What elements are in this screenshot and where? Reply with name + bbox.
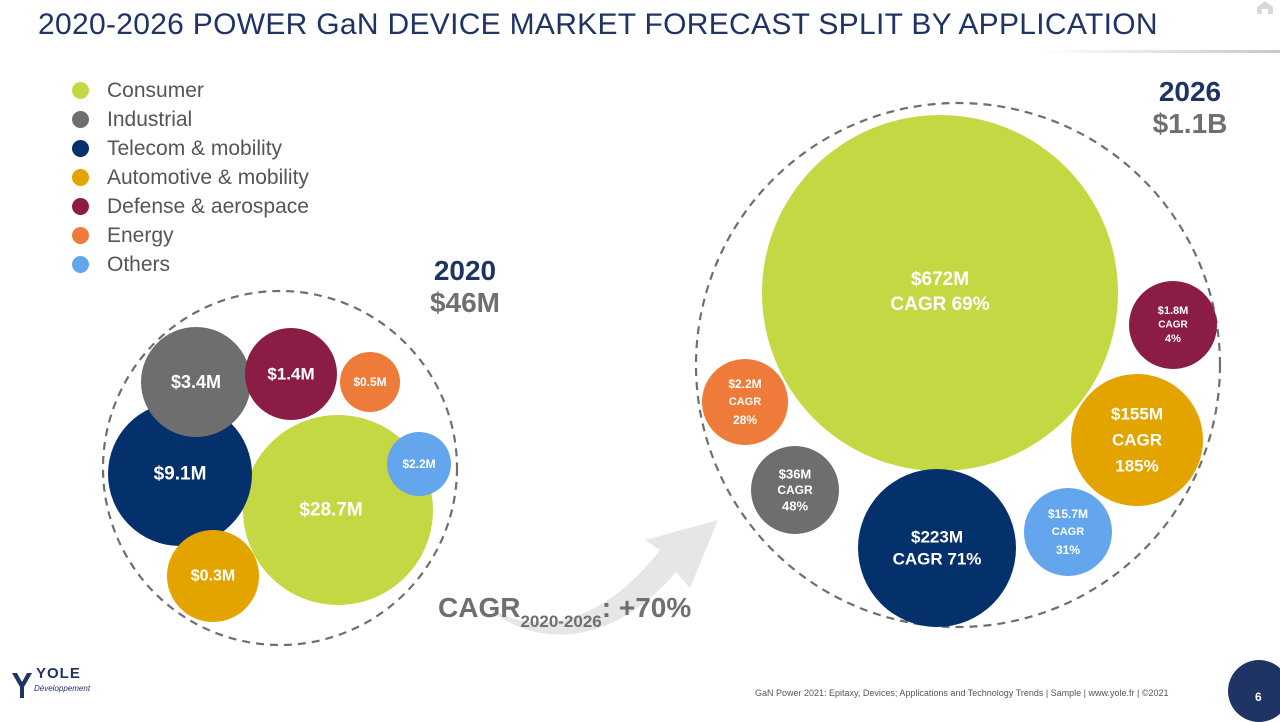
bubble-circle (858, 469, 1016, 627)
legend-swatch-consumer (72, 82, 89, 99)
title-rule (1040, 50, 1280, 53)
bubble-circle (245, 328, 337, 420)
legend-label: Automotive & mobility (107, 165, 309, 189)
bubble-circle (762, 115, 1118, 471)
legend-label: Telecom & mobility (107, 136, 283, 160)
bubble-circle (1024, 488, 1112, 576)
year-total: $1.1B (1152, 108, 1228, 140)
logo-subtitle: Développement (34, 684, 91, 693)
bubble-circle (141, 327, 251, 437)
bubble-2020-energy: $0.5M (340, 352, 400, 412)
legend-item-energy: Energy (72, 221, 309, 250)
bubble-value-label: $28.7M (299, 500, 362, 521)
bubble-cagr-label: 28% (733, 413, 757, 427)
bubble-value-label: $155M (1111, 405, 1163, 424)
footer-text: GaN Power 2021: Epitaxy, Devices; Applic… (755, 688, 1169, 698)
bubble-circle (167, 530, 259, 622)
bubble-value-label: $0.3M (191, 568, 235, 585)
bubble-cagr-label: CAGR (1052, 526, 1084, 538)
bubble-2020-consumer: $28.7M (243, 415, 433, 605)
overall-cagr-label: CAGR2020-2026: +70% (438, 592, 691, 632)
bubble-cagr-label: CAGR 71% (893, 550, 982, 569)
year-label: 2020 (433, 255, 497, 286)
bubble-value-label: $672M (911, 269, 969, 290)
page-number: 6 (1228, 660, 1280, 722)
legend-item-consumer: Consumer (72, 76, 309, 105)
bubble-cagr-label: 48% (782, 499, 808, 514)
cagr-word: CAGR (438, 592, 521, 623)
bubble-value-label: $9.1M (154, 464, 207, 485)
bubble-cagr-label: CAGR (1158, 320, 1188, 331)
legend-label: Consumer (107, 78, 204, 102)
bubble-2026-others: $15.7M CAGR 31% (1024, 488, 1112, 576)
legend-item-defense: Defense & aerospace (72, 192, 309, 221)
bubble-value-label: $3.4M (171, 372, 221, 392)
bubble-2020-defense: $1.4M (245, 328, 337, 420)
bubble-cagr-label: 185% (1115, 457, 1158, 476)
bubble-value-label: $2.2M (728, 377, 761, 391)
legend: Consumer Industrial Telecom & mobility A… (72, 76, 309, 279)
bubble-cagr-label: 4% (1165, 333, 1181, 345)
page-title: 2020-2026 POWER GaN DEVICE MARKET FORECA… (38, 8, 1158, 41)
bubble-value-label: $1.4M (267, 365, 314, 384)
bubble-2026-automotive: $155M CAGR 185% (1071, 374, 1203, 506)
legend-label: Defense & aerospace (107, 194, 309, 218)
bubble-cagr-label: CAGR 69% (890, 294, 989, 315)
bubble-2026-telecom: $223M CAGR 71% (858, 469, 1016, 627)
group-outline-2020 (101, 289, 459, 647)
bubble-chart: $28.7M $9.1M $3.4M $1.4M $2.2M $0.5M $0.3M $672… (101, 101, 1222, 647)
growth-arrow (478, 520, 718, 635)
bubble-circle (702, 359, 788, 445)
legend-swatch-telecom (72, 140, 89, 157)
bubble-2020-others: $2.2M (387, 432, 451, 496)
legend-label: Others (107, 252, 171, 276)
bubble-value-label: $0.5M (353, 375, 386, 389)
bubble-value-label: $36M (779, 467, 812, 482)
legend-swatch-industrial (72, 111, 89, 128)
bubble-cagr-label: CAGR (1112, 431, 1162, 450)
cagr-period: 2020-2026 (520, 612, 602, 631)
year-heading-2026: 2026 $1.1B (1125, 76, 1255, 140)
bubble-cagr-label: 31% (1056, 543, 1080, 557)
group-outline-2026 (694, 101, 1222, 629)
bubble-circle (751, 446, 839, 534)
bubble-2020-automotive: $0.3M (167, 530, 259, 622)
yole-logo: YOLE Développement (10, 665, 100, 701)
bubble-circle (340, 352, 400, 412)
legend-swatch-defense (72, 198, 89, 215)
year-heading-2020: 2020 $46M (400, 255, 530, 319)
bubble-circle (1071, 374, 1203, 506)
bubble-value-label: $1.8M (1158, 305, 1189, 317)
bubble-circle (387, 432, 451, 496)
legend-item-industrial: Industrial (72, 105, 309, 134)
bubble-cagr-label: CAGR (729, 396, 761, 408)
legend-label: Industrial (107, 107, 193, 131)
bubble-2026-consumer: $672M CAGR 69% (762, 115, 1118, 471)
bubble-value-label: $2.2M (402, 457, 435, 471)
bubble-2026-energy: $2.2M CAGR 28% (702, 359, 788, 445)
bubble-2020-telecom: $9.1M (108, 402, 252, 546)
bubble-circle (1129, 281, 1217, 369)
legend-swatch-automotive (72, 169, 89, 186)
legend-item-others: Others (72, 250, 309, 279)
bubble-cagr-label: CAGR (777, 483, 813, 497)
bubble-value-label: $15.7M (1048, 507, 1088, 521)
home-icon[interactable] (1254, 0, 1276, 14)
legend-item-telecom: Telecom & mobility (72, 134, 309, 163)
legend-label: Energy (107, 223, 174, 247)
bubble-value-label: $223M (911, 528, 963, 547)
legend-swatch-energy (72, 227, 89, 244)
yole-logo-mark (12, 673, 32, 698)
legend-swatch-others (72, 256, 89, 273)
legend-item-automotive: Automotive & mobility (72, 163, 309, 192)
bubble-circle (243, 415, 433, 605)
cagr-value: : +70% (601, 592, 692, 623)
year-label: 2026 (1158, 76, 1222, 107)
year-total: $46M (429, 287, 501, 319)
bubble-2020-industrial: $3.4M (141, 327, 251, 437)
logo-name: YOLE (36, 665, 81, 682)
bubble-2026-defense: $1.8M CAGR 4% (1129, 281, 1217, 369)
bubble-circle (108, 402, 252, 546)
